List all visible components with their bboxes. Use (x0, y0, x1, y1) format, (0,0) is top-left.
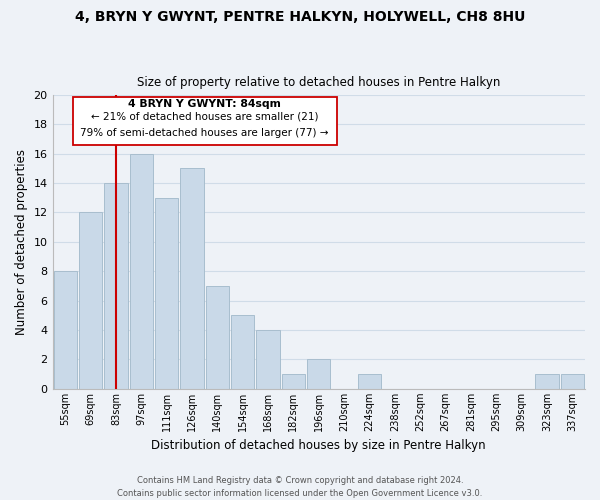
FancyBboxPatch shape (73, 97, 337, 145)
Bar (206, 286, 229, 389)
Bar (282, 374, 305, 389)
X-axis label: Distribution of detached houses by size in Pentre Halkyn: Distribution of detached houses by size … (151, 440, 486, 452)
Y-axis label: Number of detached properties: Number of detached properties (15, 149, 28, 335)
Bar (231, 316, 254, 389)
Bar (53, 272, 77, 389)
Text: Contains HM Land Registry data © Crown copyright and database right 2024.
Contai: Contains HM Land Registry data © Crown c… (118, 476, 482, 498)
Bar (560, 374, 584, 389)
Text: 79% of semi-detached houses are larger (77) →: 79% of semi-detached houses are larger (… (80, 128, 329, 138)
Bar (181, 168, 203, 389)
Title: Size of property relative to detached houses in Pentre Halkyn: Size of property relative to detached ho… (137, 76, 500, 90)
Text: ← 21% of detached houses are smaller (21): ← 21% of detached houses are smaller (21… (91, 112, 319, 122)
Text: 4, BRYN Y GWYNT, PENTRE HALKYN, HOLYWELL, CH8 8HU: 4, BRYN Y GWYNT, PENTRE HALKYN, HOLYWELL… (75, 10, 525, 24)
Bar (155, 198, 178, 389)
Bar (130, 154, 153, 389)
Bar (307, 360, 331, 389)
Text: 4 BRYN Y GWYNT: 84sqm: 4 BRYN Y GWYNT: 84sqm (128, 100, 281, 110)
Bar (256, 330, 280, 389)
Bar (79, 212, 102, 389)
Bar (358, 374, 381, 389)
Bar (535, 374, 559, 389)
Bar (104, 183, 128, 389)
